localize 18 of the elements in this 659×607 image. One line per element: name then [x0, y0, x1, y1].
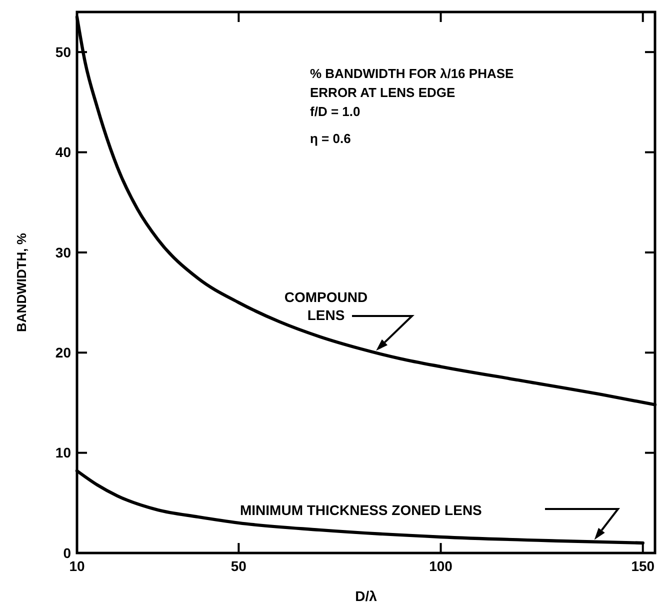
x-axis-title: D/λ [355, 588, 378, 604]
annotation: η = 0.6 [310, 131, 351, 146]
x-tick-label: 50 [230, 558, 247, 574]
y-axis-title: BANDWIDTH, % [14, 232, 29, 332]
y-tick-label: 20 [55, 344, 72, 361]
y-tick-label: 40 [55, 144, 72, 160]
y-tick-label: 0 [63, 544, 72, 561]
x-tick-label: 10 [69, 558, 85, 574]
annotation: ERROR AT LENS EDGE [310, 85, 456, 100]
x-tick-label: 100 [429, 558, 453, 574]
series-label: COMPOUND LENS [284, 289, 368, 323]
y-tick-label: 10 [55, 444, 72, 461]
series-label: MINIMUM THICKNESS ZONED LENS [240, 502, 482, 518]
annotation: % BANDWIDTH FOR λ/16 PHASE [310, 66, 514, 81]
y-tick-label: 30 [55, 244, 72, 260]
y-tick-label: 50 [55, 44, 72, 60]
annotation: f/D = 1.0 [310, 104, 360, 119]
x-tick-label: 150 [631, 558, 655, 574]
